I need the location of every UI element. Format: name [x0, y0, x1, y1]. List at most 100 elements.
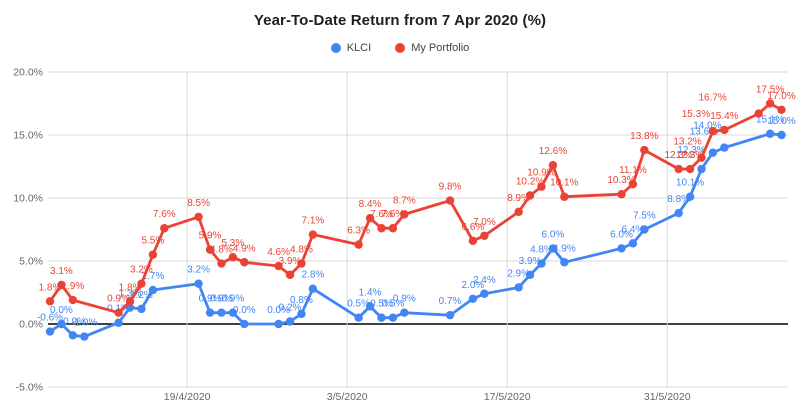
data-point[interactable] [125, 297, 135, 306]
data-point[interactable] [537, 182, 546, 191]
y-axis-tick-label: 10.0% [13, 193, 43, 205]
data-point[interactable] [640, 145, 649, 155]
data-point[interactable] [445, 310, 455, 320]
data-point[interactable] [377, 224, 386, 233]
data-point[interactable] [674, 208, 683, 218]
y-axis-tick-label: 0.0% [19, 319, 43, 331]
data-point[interactable] [480, 231, 489, 240]
data-point[interactable] [57, 319, 66, 329]
data-point[interactable] [228, 253, 238, 262]
data-point[interactable] [194, 279, 203, 288]
data-point[interactable] [125, 303, 135, 312]
data-point[interactable] [765, 129, 775, 138]
data-point-label: 1.3% [119, 289, 142, 300]
data-point-label: 4.9% [233, 243, 256, 254]
data-point[interactable] [697, 164, 706, 174]
x-axis-date-label: 3/5/2020 [327, 391, 368, 403]
data-point[interactable] [400, 210, 409, 219]
data-point[interactable] [308, 230, 318, 239]
data-point[interactable] [560, 258, 569, 267]
legend-label-my-portfolio: My Portfolio [411, 42, 470, 54]
data-point[interactable] [217, 308, 226, 317]
data-point[interactable] [137, 279, 146, 288]
data-point[interactable] [205, 308, 215, 317]
data-point[interactable] [297, 309, 306, 319]
y-axis-tick-label: 5.0% [19, 256, 43, 268]
data-point[interactable] [514, 207, 523, 217]
data-point[interactable] [354, 240, 363, 249]
data-point[interactable] [80, 332, 89, 341]
data-point-label: 6.4% [622, 224, 645, 235]
data-point[interactable] [777, 105, 786, 115]
data-point[interactable] [685, 164, 695, 174]
data-point[interactable] [777, 130, 786, 140]
data-point[interactable] [388, 313, 398, 322]
data-point[interactable] [240, 258, 249, 267]
data-point[interactable] [525, 270, 535, 280]
data-point[interactable] [148, 250, 158, 259]
data-point[interactable] [45, 327, 55, 336]
data-point[interactable] [445, 196, 455, 205]
data-point[interactable] [628, 179, 638, 189]
data-point-label: 0.0% [50, 305, 73, 316]
data-point[interactable] [160, 224, 169, 233]
data-point[interactable] [388, 224, 398, 233]
data-point[interactable] [365, 302, 375, 311]
data-point[interactable] [148, 285, 158, 295]
data-point[interactable] [617, 190, 626, 199]
data-point[interactable] [274, 319, 283, 329]
data-point[interactable] [308, 284, 318, 293]
data-point[interactable] [240, 319, 249, 329]
data-point[interactable] [228, 308, 238, 317]
data-point[interactable] [708, 148, 718, 157]
data-point-label: 7.0% [473, 217, 496, 228]
data-point[interactable] [285, 317, 295, 326]
data-point-label: 12.3% [676, 150, 704, 161]
data-point[interactable] [468, 294, 478, 303]
data-point[interactable] [720, 143, 729, 152]
data-point[interactable] [720, 125, 729, 135]
data-point[interactable] [45, 297, 55, 306]
data-point[interactable] [297, 259, 306, 268]
data-point[interactable] [68, 295, 78, 305]
data-point[interactable] [400, 308, 409, 317]
data-point[interactable] [194, 212, 203, 222]
data-point-label: 1.9% [61, 281, 84, 292]
data-point[interactable] [765, 99, 775, 108]
data-point[interactable] [674, 164, 683, 174]
data-point[interactable] [525, 191, 535, 200]
data-point[interactable] [560, 192, 569, 201]
data-point[interactable] [68, 331, 78, 340]
y-axis-tick-label: -5.0% [16, 382, 43, 394]
data-point[interactable] [285, 270, 295, 280]
data-point[interactable] [514, 283, 523, 292]
data-point[interactable] [537, 259, 546, 268]
data-point-label: 0.7% [439, 296, 462, 307]
data-point[interactable] [468, 236, 478, 246]
chart-legend: KLCI My Portfolio [0, 42, 800, 54]
data-point[interactable] [57, 280, 66, 290]
data-point-label: 2.8% [301, 270, 324, 281]
data-point[interactable] [377, 313, 386, 322]
data-point-label: 4.8% [210, 245, 233, 256]
data-point[interactable] [114, 318, 123, 327]
data-point[interactable] [205, 245, 215, 254]
data-point[interactable] [217, 259, 226, 268]
data-point[interactable] [754, 109, 763, 118]
data-point[interactable] [640, 225, 649, 234]
data-point[interactable] [548, 244, 558, 253]
data-point[interactable] [617, 244, 626, 253]
data-point[interactable] [365, 213, 375, 223]
data-point[interactable] [548, 161, 558, 170]
data-point[interactable] [354, 313, 363, 322]
data-point[interactable] [114, 308, 123, 317]
data-point[interactable] [274, 261, 283, 271]
data-point[interactable] [628, 239, 638, 248]
legend-item-my-portfolio: My Portfolio [395, 42, 469, 54]
data-point[interactable] [685, 192, 695, 201]
data-point[interactable] [708, 127, 718, 136]
data-point-label: 9.8% [439, 182, 462, 193]
data-point[interactable] [480, 289, 489, 298]
data-point[interactable] [137, 304, 146, 314]
data-point[interactable] [697, 153, 706, 162]
